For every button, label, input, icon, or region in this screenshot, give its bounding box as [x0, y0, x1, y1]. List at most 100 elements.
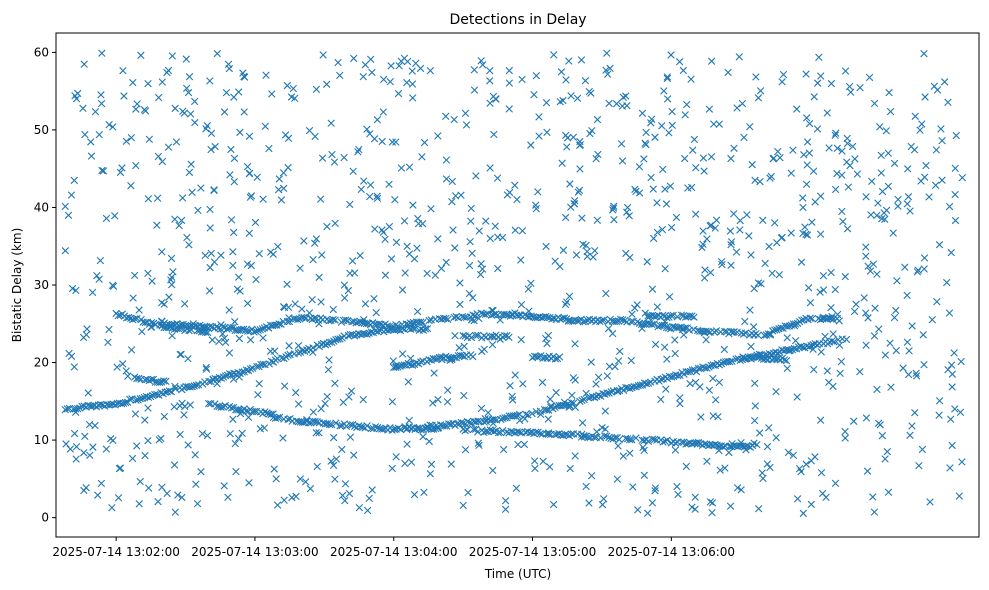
scatter-point: [361, 300, 370, 308]
scatter-point: [605, 389, 613, 397]
scatter-point: [170, 403, 178, 411]
scatter-point: [585, 87, 593, 96]
scatter-point: [912, 372, 921, 380]
scatter-point: [759, 474, 767, 483]
scatter-point: [945, 202, 954, 211]
scatter-point: [601, 390, 609, 398]
scatter-point: [817, 469, 826, 477]
scatter-point: [632, 187, 640, 196]
scatter-point: [363, 330, 371, 338]
scatter-point: [748, 160, 756, 169]
scatter-point: [864, 314, 872, 322]
scatter-point: [582, 432, 590, 440]
scatter-point: [325, 420, 334, 429]
scatter-point: [211, 142, 219, 151]
scatter-point: [617, 140, 626, 148]
scatter-point: [230, 154, 239, 163]
scatter-point: [268, 90, 276, 98]
scatter-point: [755, 505, 763, 513]
scatter-point: [802, 114, 811, 122]
scatter-point: [625, 212, 633, 220]
scatter-point: [355, 145, 363, 154]
scatter-point: [737, 486, 745, 494]
scatter-point: [470, 317, 478, 325]
scatter-point: [755, 350, 764, 359]
scatter-point: [505, 105, 513, 113]
scatter-point: [530, 457, 539, 465]
scatter-point: [115, 464, 124, 473]
scatter-point: [831, 131, 839, 140]
scatter-point: [842, 335, 851, 344]
scatter-point: [451, 331, 459, 340]
scatter-point: [663, 355, 671, 363]
scatter-point: [144, 195, 153, 203]
scatter-point: [236, 128, 244, 137]
scatter-point: [332, 455, 341, 463]
scatter-point: [516, 416, 524, 425]
scatter-point: [560, 314, 569, 322]
scatter-point: [925, 193, 933, 201]
scatter-point: [467, 333, 476, 342]
scatter-point: [261, 408, 269, 416]
scatter-point: [108, 503, 116, 512]
scatter-point: [787, 229, 795, 237]
scatter-point: [137, 51, 145, 60]
scatter-point: [728, 440, 736, 448]
scatter-point: [532, 428, 540, 436]
scatter-point: [641, 139, 649, 147]
scatter-point: [464, 488, 472, 497]
scatter-point: [715, 446, 723, 455]
scatter-point: [878, 214, 886, 223]
scatter-point: [661, 318, 669, 326]
scatter-point: [650, 320, 658, 328]
scatter-point: [274, 242, 282, 251]
scatter-point: [955, 492, 964, 500]
scatter-point: [225, 306, 233, 314]
scatter-point: [882, 127, 890, 135]
scatter-point: [850, 307, 859, 316]
scatter-point: [836, 369, 844, 378]
scatter-point: [649, 234, 658, 243]
scatter-point: [413, 424, 421, 432]
scatter-point: [206, 205, 214, 214]
scatter-point: [155, 378, 164, 387]
scatter-point: [224, 493, 232, 502]
scatter-point: [478, 265, 487, 273]
scatter-point: [340, 294, 349, 302]
scatter-point: [862, 252, 870, 260]
scatter-point: [188, 383, 196, 391]
scatter-point: [807, 341, 815, 350]
scatter-point: [750, 284, 758, 293]
scatter-point: [708, 499, 717, 507]
scatter-point: [742, 446, 750, 454]
scatter-point: [336, 335, 344, 343]
scatter-point: [315, 273, 323, 282]
scatter-point: [97, 91, 105, 99]
scatter-point: [638, 324, 646, 333]
scatter-point: [503, 191, 512, 199]
scatter-point: [477, 260, 485, 268]
scatter-point: [388, 464, 396, 473]
scatter-point: [817, 348, 825, 356]
scatter-point: [434, 395, 442, 404]
scatter-point: [735, 53, 743, 61]
scatter-point: [341, 480, 350, 488]
scatter-point: [158, 299, 166, 307]
scatter-point: [210, 258, 219, 266]
scatter-point: [129, 294, 137, 302]
scatter-point: [256, 326, 264, 334]
scatter-point: [468, 249, 476, 258]
scatter-point: [212, 323, 221, 331]
scatter-point: [671, 446, 680, 454]
scatter-point: [250, 407, 259, 416]
scatter-point: [245, 169, 254, 177]
scatter-point: [119, 67, 127, 75]
scatter-point: [205, 377, 213, 386]
scatter-point: [838, 147, 846, 155]
scatter-point: [158, 78, 166, 86]
scatter-point: [653, 303, 662, 311]
scatter-point: [136, 477, 144, 486]
scatter-point: [640, 471, 649, 479]
scatter-point: [537, 314, 546, 322]
scatter-point: [108, 281, 117, 290]
